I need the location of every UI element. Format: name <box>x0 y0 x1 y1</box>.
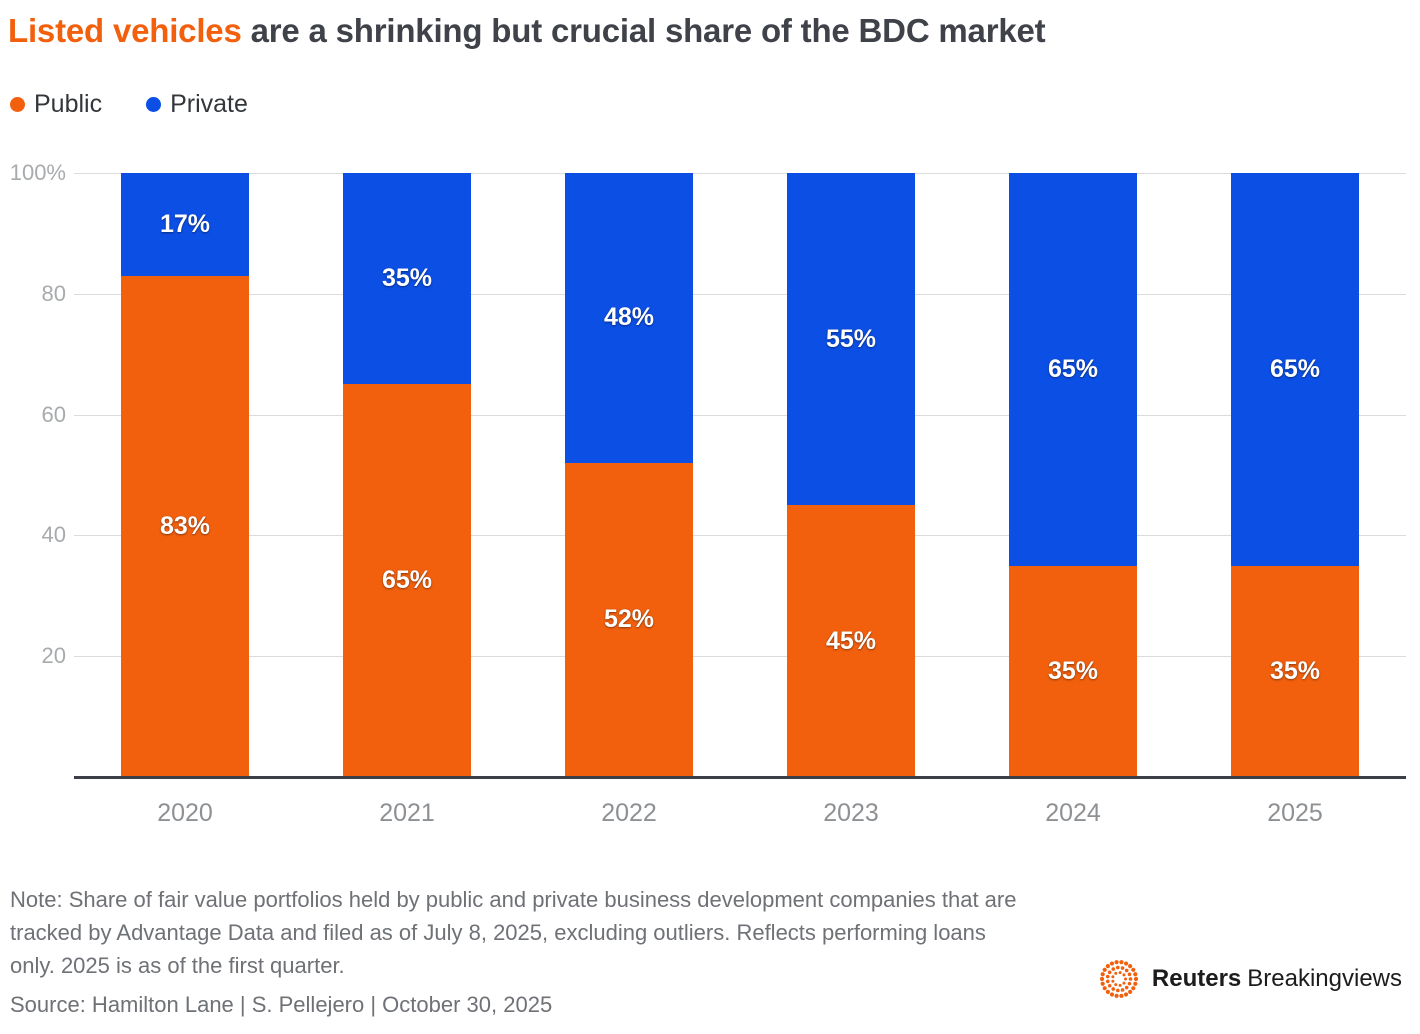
x-axis-line <box>74 776 1406 779</box>
bar-segment-public: 52% <box>564 462 694 777</box>
bar-segment-public: 35% <box>1008 565 1138 777</box>
bar-value-label: 65% <box>381 566 433 595</box>
gridline-40 <box>74 535 1406 537</box>
legend-item-public: Public <box>10 90 102 119</box>
y-tick-label: 100% <box>9 160 66 185</box>
y-tick-label: 80 <box>41 280 66 306</box>
stacked-bar-2020: 17% 83% <box>120 173 250 777</box>
stacked-bar-2021: 35% 65% <box>342 173 472 777</box>
bar-segment-private: 48% <box>564 173 694 463</box>
gridline-100 <box>74 173 1406 174</box>
bar-segment-private: 17% <box>120 173 250 276</box>
x-tick-label: 2025 <box>1267 798 1323 827</box>
x-axis-labels: 2020 2021 2022 2023 2024 2025 <box>74 777 1406 833</box>
branding: Reuters Breakingviews <box>1096 956 1402 1002</box>
stacked-bar-2022: 48% 52% <box>564 173 694 777</box>
brand-name-bold: Reuters <box>1151 965 1242 992</box>
gridline-60 <box>74 414 1406 416</box>
y-tick-label: 40 <box>41 522 66 548</box>
bar-value-label: 48% <box>603 303 655 332</box>
bar-segment-private: 65% <box>1008 173 1138 566</box>
x-tick-label: 2020 <box>157 798 213 827</box>
note-text: Note: Share of fair value portfolios hel… <box>10 887 1017 978</box>
legend-dot-icon <box>146 97 162 112</box>
source-text: Source: Hamilton Lane | S. Pellejero | O… <box>10 992 553 1017</box>
bar-value-label: 45% <box>825 626 877 655</box>
legend-label: Public <box>34 90 103 118</box>
bar-cell-2024: 65% 35% <box>962 173 1184 777</box>
chart-title-rest: are a shrinking but crucial share of the… <box>241 12 1046 49</box>
bar-cell-2023: 55% 45% <box>740 173 962 777</box>
bar-segment-public: 83% <box>120 275 250 777</box>
bar-value-label: 65% <box>1047 354 1099 383</box>
y-axis: 100% 80 60 40 20 <box>8 160 74 777</box>
bar-cell-2025: 65% 35% <box>1184 173 1406 777</box>
bar-value-label: 55% <box>825 324 877 353</box>
bar-value-label: 83% <box>159 511 211 540</box>
plot-area: 17% 83% 35% 65% 48% 52% 55% 45% 65% 35% 65% 35% <box>74 173 1406 779</box>
legend-dot-icon <box>10 97 25 112</box>
bar-value-label: 52% <box>603 605 655 634</box>
bar-value-label: 35% <box>381 264 433 293</box>
x-tick-label: 2024 <box>1045 798 1101 827</box>
bar-value-label: 35% <box>1047 656 1099 685</box>
bar-segment-private: 35% <box>342 173 472 385</box>
bar-segment-public: 45% <box>786 505 916 777</box>
legend: Public Private <box>10 90 1406 119</box>
bar-cell-2020: 17% 83% <box>74 173 296 777</box>
reuters-logo-icon <box>1099 960 1138 998</box>
stacked-bar-2025: 65% 35% <box>1230 173 1360 777</box>
stacked-bar-2023: 55% 45% <box>786 173 916 777</box>
bars-container: 17% 83% 35% 65% 48% 52% 55% 45% 65% 35% 65% 35% <box>74 173 1406 777</box>
bar-cell-2021: 35% 65% <box>296 173 518 777</box>
stacked-bar-chart: 100% 80 60 40 20 17% 83% 35% 65% 48% 52% 55% 45% 65%… <box>8 160 1406 833</box>
gridline-20 <box>74 656 1406 658</box>
bar-value-label: 35% <box>1269 656 1321 685</box>
chart-title: Listed vehicles are a shrinking but cruc… <box>8 12 1406 50</box>
bar-cell-2022: 48% 52% <box>518 173 740 777</box>
bar-segment-public: 65% <box>342 384 472 777</box>
x-tick-label: 2022 <box>601 798 657 827</box>
legend-item-private: Private <box>146 90 248 119</box>
bar-value-label: 17% <box>159 209 211 238</box>
bar-segment-private: 55% <box>786 173 916 506</box>
bar-value-label: 65% <box>1269 354 1321 383</box>
brand-name-regular: Breakingviews <box>1247 965 1402 992</box>
stacked-bar-2024: 65% 35% <box>1008 173 1138 777</box>
legend-label: Private <box>170 90 248 118</box>
y-tick-label: 20 <box>41 643 66 669</box>
y-tick-label: 60 <box>41 401 66 427</box>
gridline-80 <box>74 293 1406 295</box>
x-tick-label: 2023 <box>823 798 879 827</box>
chart-title-highlight: Listed vehicles <box>8 12 242 49</box>
x-axis-spacer <box>8 777 74 833</box>
x-tick-label: 2021 <box>379 798 435 827</box>
bar-segment-private: 65% <box>1230 173 1360 566</box>
bar-segment-public: 35% <box>1230 565 1360 777</box>
